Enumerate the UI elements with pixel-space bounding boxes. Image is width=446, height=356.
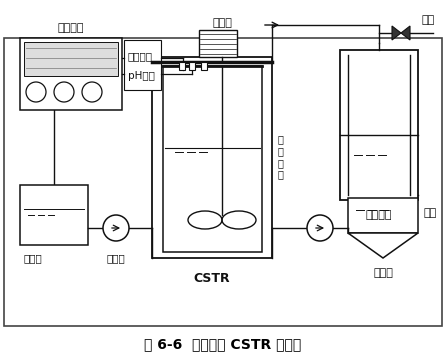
Text: 搅拌器: 搅拌器: [212, 18, 232, 28]
Bar: [163, 66, 262, 252]
Text: 集气装置: 集气装置: [366, 210, 392, 220]
Bar: [24, 42, 118, 76]
Bar: [20, 185, 88, 245]
Text: 配水槽: 配水槽: [24, 253, 43, 263]
Circle shape: [307, 215, 333, 241]
Circle shape: [54, 82, 74, 102]
Text: 温度探头: 温度探头: [128, 51, 153, 61]
Text: 出水: 出水: [423, 208, 436, 218]
Bar: [124, 40, 161, 90]
Bar: [20, 38, 122, 110]
Text: 沉淀池: 沉淀池: [373, 268, 393, 278]
Bar: [348, 198, 418, 233]
Circle shape: [82, 82, 102, 102]
Polygon shape: [392, 26, 401, 40]
Bar: [199, 30, 237, 57]
Text: 图 6-6  高温厌氧 CSTR 示意图: 图 6-6 高温厌氧 CSTR 示意图: [145, 337, 301, 351]
Text: 排气: 排气: [421, 15, 434, 25]
Bar: [4, 38, 442, 326]
Polygon shape: [348, 233, 418, 258]
Bar: [179, 62, 185, 70]
Bar: [340, 50, 418, 200]
Text: CSTR: CSTR: [194, 272, 230, 285]
Bar: [152, 57, 272, 258]
Bar: [201, 62, 207, 70]
Text: pH探头: pH探头: [128, 71, 155, 81]
Circle shape: [26, 82, 46, 102]
Text: 自控装置: 自控装置: [58, 23, 84, 33]
Text: 水
浴
夹
套: 水 浴 夹 套: [278, 135, 284, 179]
Polygon shape: [401, 26, 410, 40]
Bar: [189, 62, 195, 70]
Circle shape: [103, 215, 129, 241]
Text: 蠕动泵: 蠕动泵: [107, 253, 125, 263]
